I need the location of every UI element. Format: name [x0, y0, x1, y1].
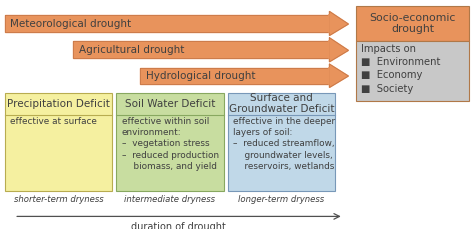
- Text: intermediate dryness: intermediate dryness: [124, 195, 215, 204]
- Text: Soil Water Deficit: Soil Water Deficit: [125, 99, 215, 109]
- Text: effective within soil
environment:
–  vegetation stress
–  reduced production
  : effective within soil environment: – veg…: [122, 117, 219, 171]
- Text: longer-term dryness: longer-term dryness: [238, 195, 325, 204]
- Text: Agricultural drought: Agricultural drought: [79, 45, 184, 55]
- Text: Impacts on
■  Environment
■  Economy
■  Society: Impacts on ■ Environment ■ Economy ■ Soc…: [361, 44, 440, 94]
- Text: Hydrological drought: Hydrological drought: [146, 71, 255, 81]
- Text: Socio-economic
drought: Socio-economic drought: [370, 13, 456, 34]
- Text: Meteorological drought: Meteorological drought: [10, 19, 132, 29]
- Text: Precipitation Deficit: Precipitation Deficit: [7, 99, 110, 109]
- Text: shorter-term dryness: shorter-term dryness: [14, 195, 104, 204]
- Text: effective at surface: effective at surface: [10, 117, 97, 126]
- Bar: [356, 41, 469, 101]
- Polygon shape: [329, 11, 348, 35]
- Text: effective in the deeper
layers of soil:
–  reduced streamflow,
    groundwater l: effective in the deeper layers of soil: …: [233, 117, 335, 171]
- Text: duration of drought: duration of drought: [131, 222, 227, 229]
- Polygon shape: [5, 15, 329, 32]
- Polygon shape: [329, 38, 348, 62]
- Polygon shape: [140, 68, 329, 84]
- Polygon shape: [73, 41, 329, 58]
- Polygon shape: [329, 64, 348, 87]
- Bar: [228, 93, 335, 191]
- Text: Surface and
Groundwater Deficit: Surface and Groundwater Deficit: [228, 93, 334, 114]
- Bar: [116, 93, 224, 191]
- Bar: [356, 6, 469, 41]
- Bar: [5, 93, 112, 191]
